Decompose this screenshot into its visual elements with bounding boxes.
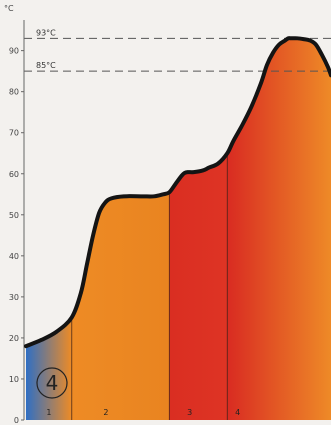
temperature-curve [24,36,331,349]
y-tick-label: 50 [9,211,19,220]
phase-label-4: 4 [235,408,240,417]
phase-labels: 1 2 3 4 [46,408,240,417]
y-unit-label: °C [4,4,14,13]
badge-circle [36,367,68,399]
y-tick-label: 30 [9,293,19,302]
y-tick-label: 40 [9,252,19,261]
phase-fill-3 [169,38,228,420]
y-tick-label: 70 [9,129,19,138]
phase-label-2: 2 [103,408,108,417]
badge-number: 4 [46,371,59,395]
reference-lines: 93°C 85°C [24,28,331,72]
phase-label-3: 3 [187,408,192,417]
phase-fill-1 [26,38,72,420]
reference-label-93: 93°C [36,28,56,37]
phase-fill-2 [71,38,170,420]
y-tick-label: 10 [9,375,19,384]
phase-label-1: 1 [46,408,51,417]
step-badge: 4 [36,367,68,399]
reference-label-85: 85°C [36,61,56,70]
y-tick-label: 60 [9,170,19,179]
y-tick-label: 90 [9,47,19,56]
phase-dividers [71,155,228,420]
y-tick-label: 80 [9,88,19,97]
y-tick-label: 20 [9,334,19,343]
y-axis: °C 0 10 20 30 40 50 60 70 80 90 [4,4,25,425]
temperature-line [24,36,331,349]
y-tick-label: 0 [14,416,19,425]
phase-fill-4 [227,38,331,420]
